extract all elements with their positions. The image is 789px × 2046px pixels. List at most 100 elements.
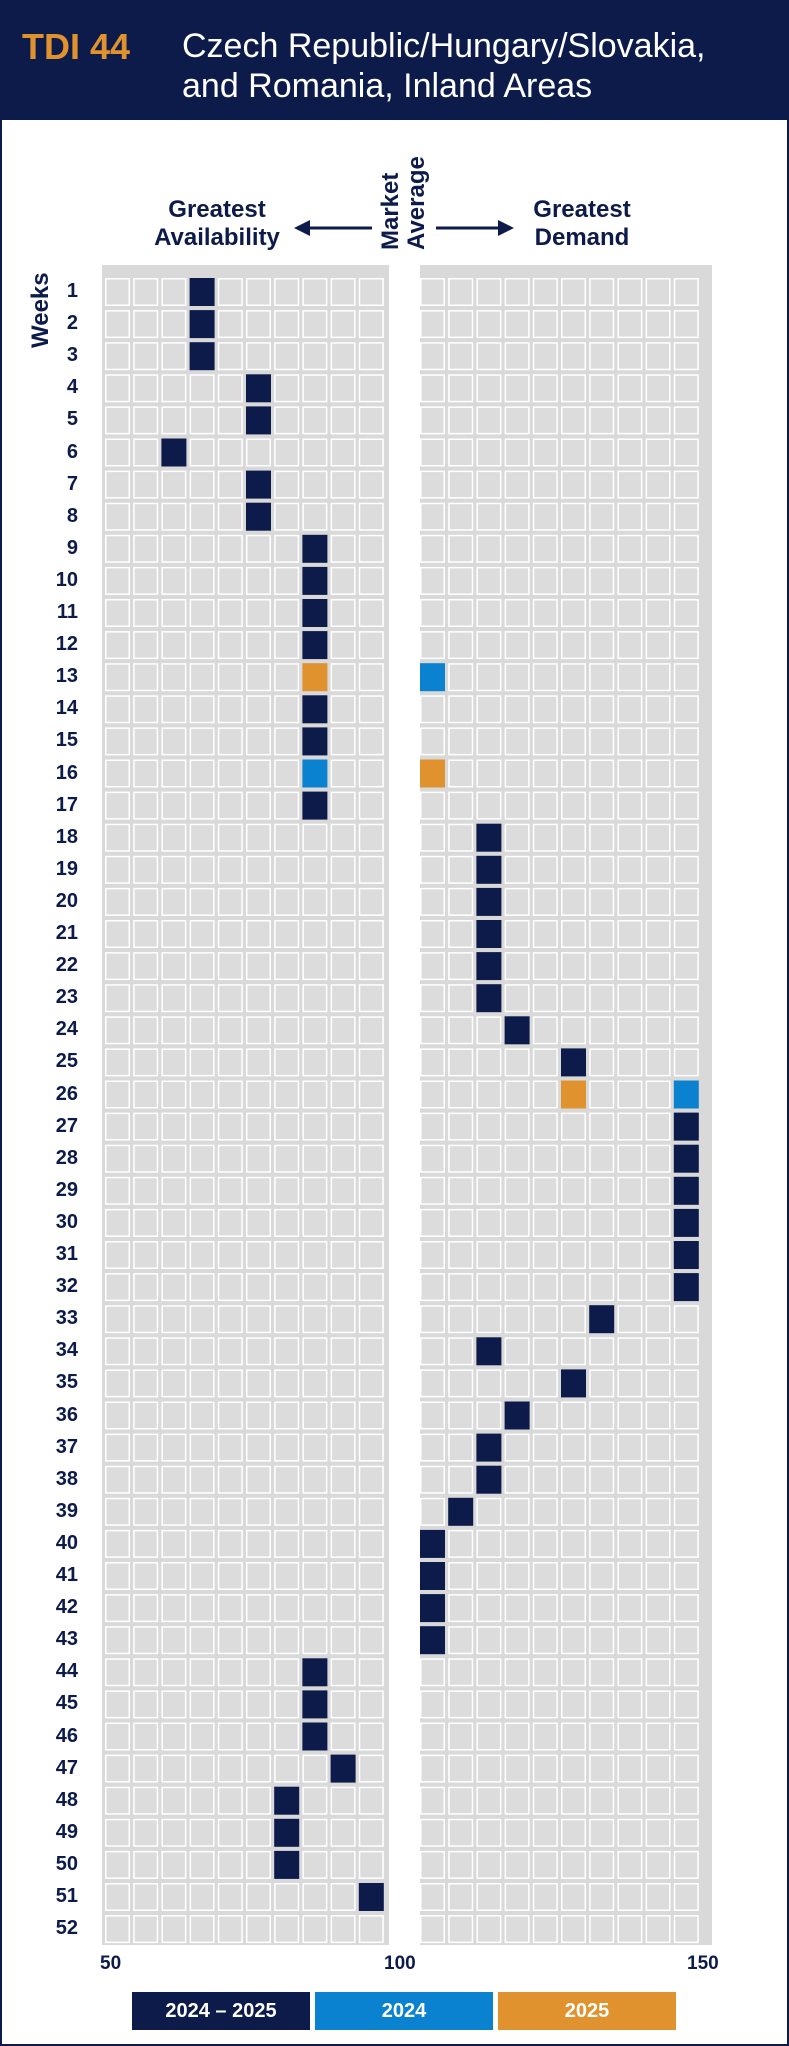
heat-cell-fill bbox=[191, 1467, 214, 1493]
heat-cell-fill bbox=[303, 1178, 326, 1204]
heat-cell-fill bbox=[618, 504, 641, 530]
heat-cell-fill bbox=[506, 1242, 529, 1268]
heat-cell-fill bbox=[219, 1178, 242, 1204]
heat-cell-marked bbox=[302, 1690, 328, 1719]
heat-cell-fill bbox=[219, 1595, 242, 1621]
heat-cell-fill bbox=[675, 1370, 698, 1396]
heat-cell-fill bbox=[134, 407, 157, 433]
heat-cell-fill bbox=[275, 1049, 298, 1075]
heat-cell-fill bbox=[477, 343, 500, 369]
heat-cell-fill bbox=[618, 472, 641, 498]
heat-cell-fill bbox=[477, 375, 500, 401]
heat-cell-fill bbox=[562, 825, 585, 851]
heat-cell-fill bbox=[618, 1049, 641, 1075]
heat-cell-fill bbox=[219, 1756, 242, 1782]
heat-cell-fill bbox=[106, 1499, 129, 1525]
heat-cell-fill bbox=[191, 472, 214, 498]
heat-cell-fill bbox=[332, 1563, 355, 1589]
heat-cell-fill bbox=[421, 568, 444, 594]
heat-cell-fill bbox=[534, 696, 557, 722]
heat-cell-fill bbox=[134, 472, 157, 498]
heat-cell-fill bbox=[106, 568, 129, 594]
heat-cell-fill bbox=[162, 536, 185, 562]
heat-cell-fill bbox=[134, 1595, 157, 1621]
heat-cell-fill bbox=[449, 311, 472, 337]
heat-cell-marked bbox=[302, 791, 328, 820]
heat-cell-fill bbox=[506, 1531, 529, 1557]
heat-cell-fill bbox=[332, 600, 355, 626]
heat-cell-fill bbox=[134, 761, 157, 786]
heat-cell-fill bbox=[562, 1146, 585, 1172]
heat-cell-fill bbox=[106, 279, 129, 305]
heat-cell-fill bbox=[449, 1114, 472, 1140]
heat-cell-fill bbox=[275, 696, 298, 722]
heat-cell-fill bbox=[303, 1531, 326, 1557]
heat-cell-fill bbox=[106, 1082, 129, 1107]
heat-cell-fill bbox=[191, 696, 214, 722]
heat-cell-fill bbox=[534, 1017, 557, 1043]
heat-cell-fill bbox=[647, 1531, 670, 1557]
heat-cell-fill bbox=[134, 825, 157, 851]
heat-cell-fill bbox=[449, 728, 472, 754]
heat-cell-fill bbox=[562, 1178, 585, 1204]
heat-cell-fill bbox=[534, 1082, 557, 1107]
heat-cell-fill bbox=[590, 1756, 613, 1782]
heat-cell-fill bbox=[534, 1499, 557, 1525]
heat-cell-fill bbox=[303, 1370, 326, 1396]
heat-cell-fill bbox=[360, 1306, 383, 1332]
heat-cell-fill bbox=[191, 1531, 214, 1557]
heat-cell-fill bbox=[162, 1916, 185, 1942]
week-label: 4 bbox=[66, 376, 78, 399]
heat-cell-fill bbox=[247, 1210, 270, 1236]
heat-cell-fill bbox=[106, 857, 129, 883]
heat-cell-fill bbox=[618, 1724, 641, 1749]
heat-cell-fill bbox=[247, 664, 270, 690]
heat-cell-fill bbox=[162, 1435, 185, 1461]
heat-cell-fill bbox=[647, 953, 670, 979]
heat-cell-fill bbox=[134, 1756, 157, 1782]
heat-cell-fill bbox=[647, 568, 670, 594]
heat-cell-marked bbox=[476, 920, 502, 948]
heat-cell-fill bbox=[134, 375, 157, 401]
heat-cell-fill bbox=[675, 375, 698, 401]
heat-cell-fill bbox=[247, 921, 270, 947]
heat-cell-fill bbox=[618, 440, 641, 465]
heat-cell-fill bbox=[247, 1114, 270, 1140]
heat-cell-fill bbox=[303, 1499, 326, 1525]
heat-cell-fill bbox=[647, 857, 670, 883]
heat-cell-fill bbox=[162, 1370, 185, 1396]
heat-cell-fill bbox=[219, 1659, 242, 1685]
heat-cell-fill bbox=[647, 761, 670, 786]
heat-cell-fill bbox=[303, 1852, 326, 1878]
week-label: 42 bbox=[55, 1596, 78, 1619]
heat-cell-fill bbox=[477, 568, 500, 594]
heat-cell-fill bbox=[219, 1916, 242, 1942]
week-label: 36 bbox=[55, 1403, 78, 1426]
heat-cell-fill bbox=[332, 1146, 355, 1172]
heat-cell-fill bbox=[562, 407, 585, 433]
heat-cell-fill bbox=[332, 1210, 355, 1236]
heat-cell-marked bbox=[302, 663, 328, 692]
heat-cell-fill bbox=[219, 1146, 242, 1172]
heat-cell-fill bbox=[275, 953, 298, 979]
heat-cell-fill bbox=[675, 1049, 698, 1075]
heat-cell-fill bbox=[219, 1852, 242, 1878]
heat-cell-fill bbox=[191, 1082, 214, 1107]
heat-cell-fill bbox=[421, 953, 444, 979]
heat-cell-fill bbox=[562, 472, 585, 498]
heat-cell-fill bbox=[506, 504, 529, 530]
heat-cell-fill bbox=[275, 1724, 298, 1749]
heat-cell-fill bbox=[191, 632, 214, 658]
heat-cell-fill bbox=[360, 1017, 383, 1043]
heat-cell-fill bbox=[562, 1467, 585, 1493]
heat-cell-fill bbox=[106, 1114, 129, 1140]
heat-cell-marked bbox=[561, 1080, 586, 1109]
heat-cell-fill bbox=[534, 1210, 557, 1236]
heat-cell-fill bbox=[618, 1531, 641, 1557]
heat-cell-fill bbox=[134, 1563, 157, 1589]
heat-cell-fill bbox=[449, 1627, 472, 1653]
heat-cell-fill bbox=[534, 889, 557, 915]
heat-cell-marked bbox=[189, 278, 215, 306]
heat-cell-fill bbox=[106, 1274, 129, 1300]
heat-cell-fill bbox=[647, 504, 670, 530]
